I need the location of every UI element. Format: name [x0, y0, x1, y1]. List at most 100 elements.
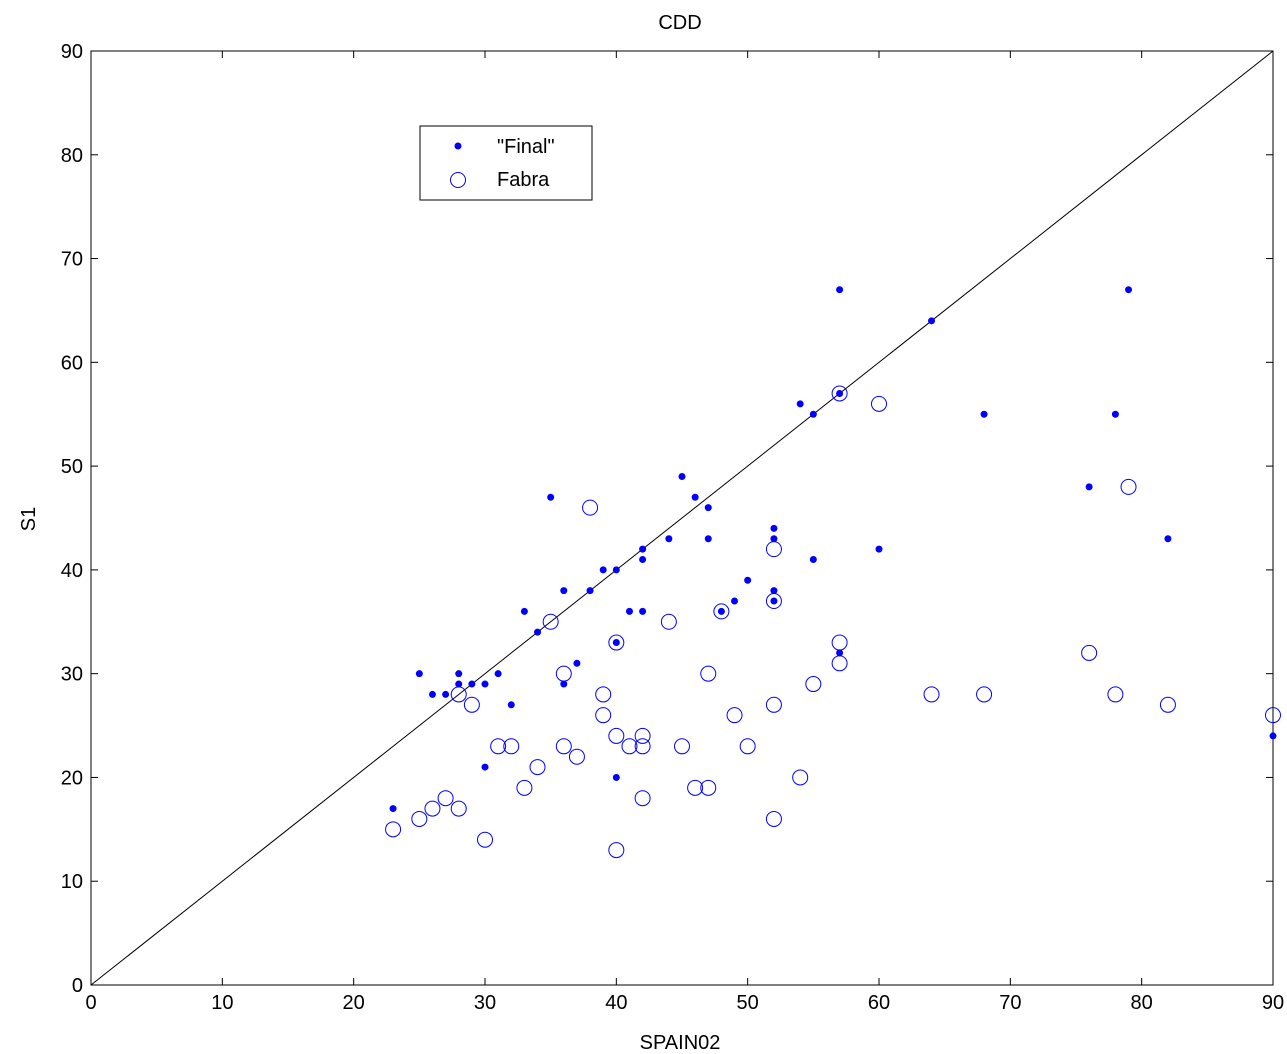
final-point [639, 545, 647, 553]
final-point [560, 680, 568, 688]
legend-final-label: "Final" [497, 136, 555, 158]
reference-line-group [90, 50, 1274, 986]
fabra-point [634, 727, 651, 744]
final-point [639, 556, 647, 564]
fabra-point [595, 707, 612, 724]
legend: "Final" Fabra [419, 125, 593, 201]
final-series [389, 286, 1277, 813]
fabra-point [1107, 686, 1124, 703]
final-point [717, 607, 725, 615]
fabra-point [529, 759, 546, 776]
final-point [599, 566, 607, 574]
final-point [678, 472, 686, 480]
legend-fabra-label: Fabra [497, 169, 550, 191]
fabra-point [621, 738, 638, 755]
final-point [770, 597, 778, 605]
fabra-point [450, 800, 467, 817]
legend-final-marker [454, 142, 462, 150]
final-point [704, 535, 712, 543]
x-tick-label: 70 [999, 992, 1021, 1014]
fabra-point [700, 779, 717, 796]
y-tick-label: 80 [61, 145, 83, 167]
y-tick-label: 70 [61, 249, 83, 271]
final-point [836, 286, 844, 294]
fabra-point [765, 810, 782, 827]
fabra-point [674, 738, 690, 755]
fabra-point [542, 613, 559, 630]
final-point [770, 587, 778, 595]
chart-title: CDD [658, 12, 701, 34]
fabra-point [385, 821, 402, 838]
fabra-point [411, 810, 428, 827]
x-tick-label: 30 [474, 992, 496, 1014]
final-point [1269, 732, 1277, 740]
final-point [704, 504, 712, 512]
y-tick-label: 30 [61, 664, 83, 686]
fabra-point [608, 842, 625, 859]
fabra-point [660, 613, 677, 630]
final-point [547, 493, 555, 501]
final-point [389, 805, 397, 813]
final-point [731, 597, 739, 605]
fabra-point [739, 738, 756, 755]
identity-line [90, 50, 1274, 986]
final-point [625, 607, 633, 615]
fabra-point [634, 738, 651, 755]
fabra-point [831, 385, 848, 402]
final-point [1111, 410, 1119, 418]
final-point [875, 545, 883, 553]
fabra-point [1120, 478, 1137, 495]
final-point [1085, 483, 1093, 491]
fabra-point [792, 769, 809, 786]
final-point [1125, 286, 1133, 294]
final-point [612, 773, 620, 781]
fabra-point [871, 395, 887, 412]
final-point [507, 701, 515, 709]
fabra-point [923, 686, 940, 703]
final-point [928, 317, 936, 325]
y-tick-label: 20 [61, 767, 83, 789]
final-point [612, 639, 620, 647]
final-point [691, 493, 699, 501]
final-point [520, 607, 528, 615]
x-tick-label: 10 [211, 992, 233, 1014]
fabra-point [568, 748, 585, 765]
final-point [836, 649, 844, 657]
fabra-point [713, 603, 730, 620]
x-axis-label: SPAIN02 [640, 1032, 721, 1054]
fabra-point [477, 831, 493, 848]
y-tick-label: 10 [61, 871, 83, 893]
final-point [428, 690, 436, 698]
y-axis-label: S1 [18, 507, 40, 531]
final-point [796, 400, 804, 408]
x-tick-label: 0 [85, 992, 96, 1014]
legend-box [419, 125, 593, 201]
fabra-point [1265, 707, 1281, 724]
y-tick-label: 90 [61, 41, 83, 63]
y-tick-label: 50 [61, 456, 83, 478]
x-tick-label: 60 [868, 992, 890, 1014]
fabra-point [1159, 696, 1176, 713]
fabra-point [726, 707, 743, 724]
final-point [809, 556, 817, 564]
fabra-point [700, 665, 717, 682]
fabra-point [437, 790, 454, 807]
final-point [836, 389, 844, 397]
fabra-point [555, 738, 572, 755]
fabra-point [424, 800, 441, 817]
final-point [481, 763, 489, 771]
x-tick-label: 90 [1262, 992, 1284, 1014]
fabra-point [1081, 644, 1098, 661]
final-point [980, 410, 988, 418]
final-point [612, 566, 620, 574]
fabra-point [976, 686, 993, 703]
fabra-point [608, 634, 625, 651]
final-point [415, 670, 423, 678]
final-point [809, 410, 817, 418]
final-point [481, 680, 489, 688]
final-point [573, 659, 581, 667]
fabra-point [582, 499, 599, 516]
final-point [586, 587, 594, 595]
axis-ticks: 0 10 20 30 40 50 60 70 80 90 0 10 20 30 40 50 60 70 80 90 [61, 41, 1284, 1014]
